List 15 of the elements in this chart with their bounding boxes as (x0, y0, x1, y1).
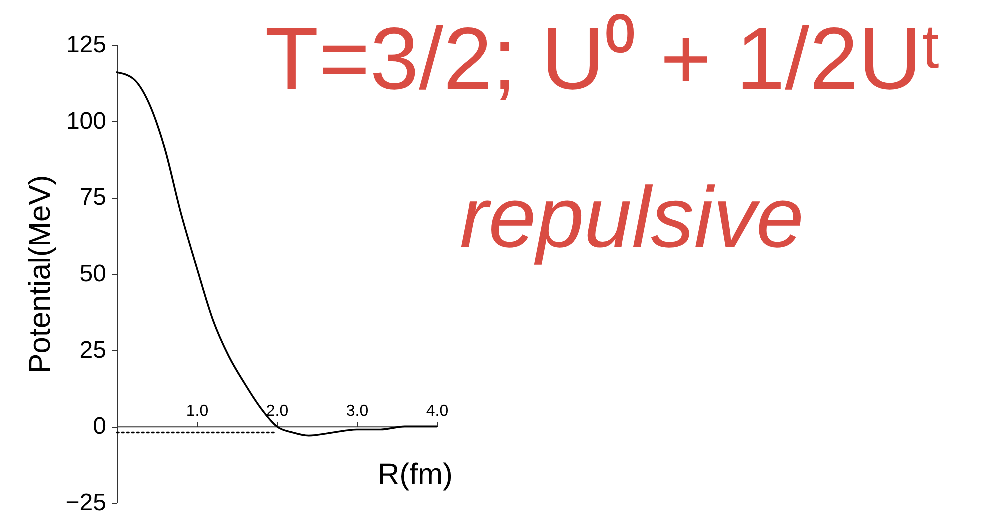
x-tick-label: 2.0 (266, 403, 289, 420)
chart-title: T=3/2; U⁰ + 1/2Uᵗ (265, 9, 942, 108)
text: repulsive (460, 170, 804, 266)
y-tick-label: 50 (80, 260, 106, 288)
y-tick-label: 25 (80, 336, 106, 364)
x-tick-label: 3.0 (346, 403, 369, 420)
y-axis-title: Potential(MeV) (24, 175, 57, 374)
x-tick-label: 4.0 (426, 403, 449, 420)
y-tick-label: 75 (80, 184, 106, 212)
x-tick-label: 1.0 (186, 403, 209, 420)
y-tick-label: −25 (66, 490, 106, 516)
x-axis-title: R(fm) (378, 458, 453, 492)
y-tick-label: 0 (93, 413, 106, 440)
y-tick-label: 125 (66, 32, 106, 58)
y-tick-label: 100 (66, 108, 106, 135)
